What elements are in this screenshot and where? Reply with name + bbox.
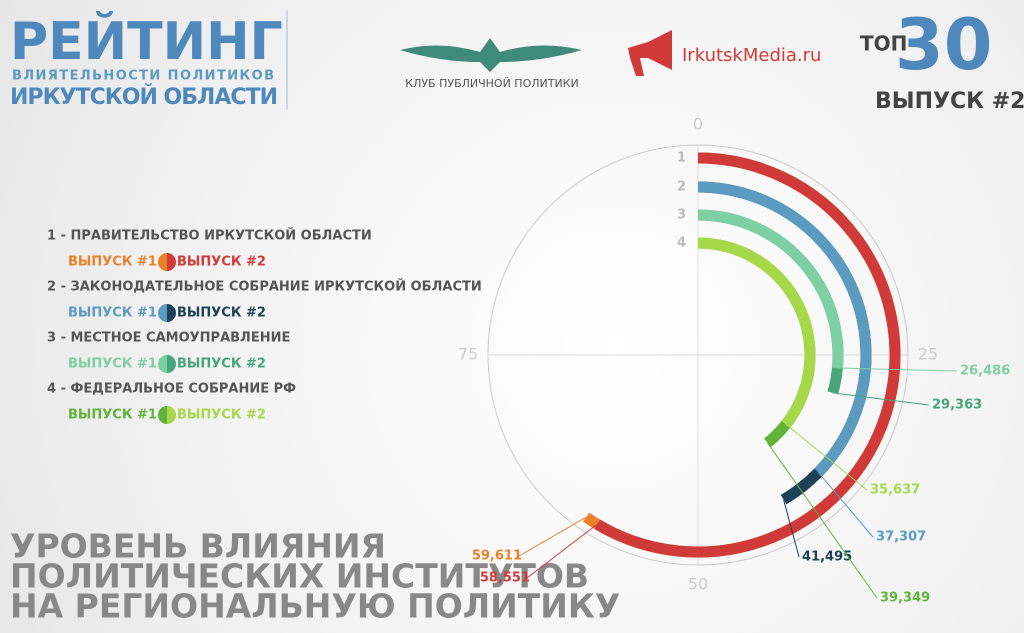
legend-series: ВЫПУСК #2 bbox=[177, 306, 266, 321]
title: РЕЙТИНГ bbox=[10, 11, 283, 72]
arc-bar bbox=[697, 209, 844, 369]
legend-series: ВЫПУСК #1 bbox=[68, 255, 157, 270]
value-label: 41,495 bbox=[802, 550, 852, 565]
tick-label: 0 bbox=[693, 115, 703, 134]
legend-swatch bbox=[158, 304, 167, 322]
legend-series: ВЫПУСК #2 bbox=[177, 357, 266, 372]
subtitle: ИРКУТСКОЙ ОБЛАСТИ bbox=[10, 84, 278, 110]
legend-series: ВЫПУСК #2 bbox=[177, 255, 266, 270]
arc-bar bbox=[594, 152, 901, 558]
legend-swatch bbox=[158, 355, 167, 373]
top-label: ТОП bbox=[860, 32, 907, 56]
tick-label: 50 bbox=[688, 575, 708, 594]
value-label: 26,486 bbox=[960, 364, 1010, 379]
legend-swatch bbox=[158, 253, 167, 271]
ring-label: 1 bbox=[677, 151, 686, 166]
legend-series: ВЫПУСК #1 bbox=[68, 306, 157, 321]
legend-series: ВЫПУСК #2 bbox=[177, 408, 266, 423]
media-name: IrkutskMedia.ru bbox=[682, 45, 821, 66]
legend-swatch bbox=[167, 406, 176, 424]
club-logo bbox=[400, 38, 582, 72]
ring-label: 2 bbox=[677, 180, 686, 195]
ring-label: 3 bbox=[677, 208, 686, 223]
footer-line: НА РЕГИОНАЛЬНУЮ ПОЛИТИКУ bbox=[10, 587, 620, 626]
media-logo bbox=[628, 30, 672, 76]
subtitle: ВЛИЯТЕЛЬНОСТИ ПОЛИТИКОВ bbox=[12, 69, 274, 84]
legend-category: 2 - ЗАКОНОДАТЕЛЬНОЕ СОБРАНИЕ ИРКУТСКОЙ О… bbox=[47, 279, 482, 295]
value-label: 35,637 bbox=[870, 483, 920, 498]
legend-swatch bbox=[167, 355, 176, 373]
ring-label: 4 bbox=[677, 236, 686, 251]
legend-series: ВЫПУСК #1 bbox=[68, 408, 157, 423]
tick-label: 25 bbox=[918, 345, 938, 364]
leader-line bbox=[817, 472, 874, 538]
tick-label: 75 bbox=[458, 345, 478, 364]
leader-line bbox=[832, 392, 930, 406]
value-label: 58,551 bbox=[480, 571, 530, 586]
arc-bar bbox=[697, 181, 872, 477]
leader-line bbox=[785, 424, 868, 491]
footer-line: УРОВЕНЬ ВЛИЯНИЯ bbox=[10, 527, 386, 566]
legend-series: ВЫПУСК #1 bbox=[68, 357, 157, 372]
leader-line bbox=[518, 516, 587, 557]
footer-line: ПОЛИТИЧЕСКИХ ИНСТИТУТОВ bbox=[10, 557, 589, 596]
club-name: КЛУБ ПУБЛИЧНОЙ ПОЛИТИКИ bbox=[405, 77, 578, 90]
leader-line bbox=[783, 499, 800, 558]
arc-bar bbox=[697, 237, 816, 428]
value-label: 29,363 bbox=[932, 398, 982, 413]
value-label: 37,307 bbox=[876, 530, 926, 545]
issue: ВЫПУСК #2 bbox=[875, 89, 1024, 114]
value-label: 39,349 bbox=[880, 591, 930, 606]
legend-category: 3 - МЕСТНОЕ САМОУПРАВЛЕНИЕ bbox=[47, 331, 290, 346]
legend-swatch bbox=[167, 304, 176, 322]
legend-category: 1 - ПРАВИТЕЛЬСТВО ИРКУТСКОЙ ОБЛАСТИ bbox=[47, 228, 372, 244]
legend-swatch bbox=[167, 253, 176, 271]
legend-swatch bbox=[158, 406, 167, 424]
leader-line bbox=[837, 367, 958, 372]
value-label: 59,611 bbox=[472, 549, 522, 564]
top-number: 30 bbox=[895, 4, 992, 86]
leader-line bbox=[767, 442, 878, 599]
legend-category: 4 - ФЕДЕРАЛЬНОЕ СОБРАНИЕ РФ bbox=[47, 382, 296, 397]
leader-line bbox=[526, 523, 598, 579]
